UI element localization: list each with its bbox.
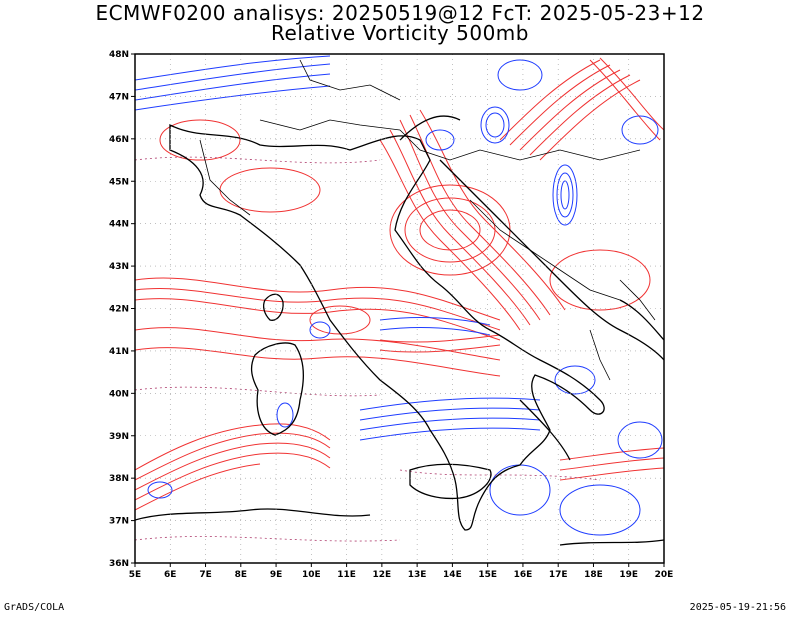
lon-tick-label: 15E	[478, 570, 497, 580]
lat-tick-label: 45N	[109, 177, 129, 187]
lat-tick-label: 36N	[109, 559, 129, 569]
lat-tick-label: 40N	[109, 389, 129, 399]
lat-tick-label: 48N	[109, 50, 129, 60]
lon-tick-label: 6E	[164, 570, 176, 580]
coastlines	[135, 115, 664, 546]
lat-tick-label: 38N	[109, 474, 129, 484]
lon-tick-label: 17E	[549, 570, 568, 580]
footer-software-label: GrADS/COLA	[4, 602, 65, 613]
zero-contours	[135, 156, 601, 542]
map-title-line2: Relative Vorticity 500mb	[271, 21, 529, 45]
lat-tick-label: 37N	[109, 517, 129, 527]
lat-tick-label: 41N	[109, 347, 129, 357]
footer-timestamp: 2025-05-19-21:56	[689, 602, 786, 613]
lat-tick-label: 44N	[109, 220, 129, 230]
lon-tick-label: 20E	[655, 570, 674, 580]
lat-tick-label: 47N	[109, 92, 129, 102]
positive-vorticity-contours	[135, 57, 664, 511]
lon-tick-label: 14E	[443, 570, 462, 580]
lon-tick-label: 16E	[514, 570, 533, 580]
lon-tick-label: 13E	[408, 570, 427, 580]
lat-tick-label: 43N	[109, 262, 129, 272]
lon-tick-label: 9E	[270, 570, 282, 580]
graticule	[135, 54, 664, 563]
lat-tick-label: 46N	[109, 135, 129, 145]
lon-tick-label: 8E	[235, 570, 247, 580]
lat-tick-label: 39N	[109, 432, 129, 442]
lon-tick-label: 11E	[337, 570, 356, 580]
lon-tick-label: 10E	[302, 570, 321, 580]
lon-tick-label: 12E	[373, 570, 392, 580]
lon-tick-label: 18E	[584, 570, 603, 580]
country-borders	[199, 59, 656, 381]
axis-ticks: 5E 6E 7E 8E 9E 10E 11E 12E 13E 14E 15E 16E 17E 18E 19E…	[109, 50, 673, 580]
lon-tick-label: 7E	[199, 570, 211, 580]
negative-vorticity-contours	[135, 55, 663, 536]
lon-tick-label: 5E	[129, 570, 141, 580]
contour-field	[135, 54, 664, 563]
map-title-line1: ECMWF0200 analisys: 20250519@12 FcT: 202…	[95, 1, 705, 25]
lat-tick-label: 42N	[109, 305, 129, 315]
lon-tick-label: 19E	[619, 570, 638, 580]
